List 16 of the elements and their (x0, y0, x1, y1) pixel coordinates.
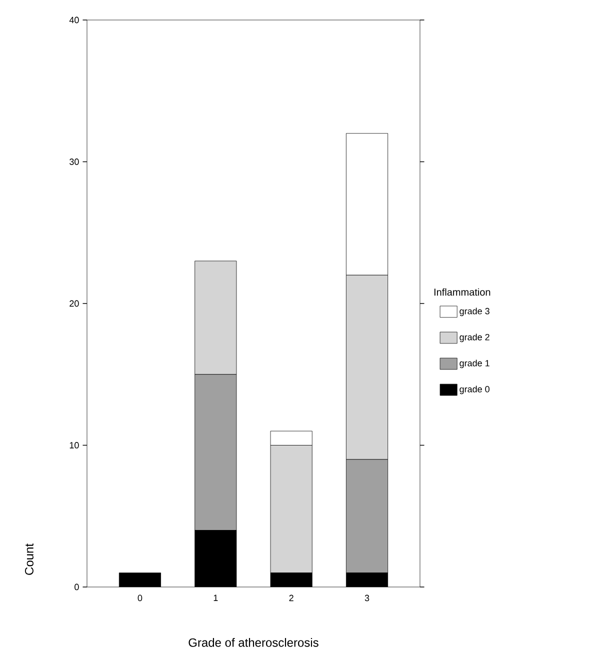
y-tick-label: 0 (74, 584, 79, 590)
legend-label: grade 2 (460, 334, 490, 342)
legend-label: grade 1 (460, 360, 490, 368)
x-tick-label: 0 (138, 594, 142, 602)
legend-label: grade 0 (460, 386, 490, 394)
legend-label: grade 3 (460, 308, 490, 316)
y-tick-label: 20 (70, 300, 79, 307)
y-tick-label: 30 (70, 158, 79, 165)
y-tick-label: 40 (69, 16, 79, 24)
x-axis-title: Grade of atherosclerosis (188, 638, 318, 647)
x-tick-label: 1 (214, 594, 218, 601)
y-tick-label: 10 (70, 442, 79, 448)
legend-title: Inflammation (434, 288, 490, 296)
x-tick-label: 3 (364, 594, 370, 602)
y-axis-title: Count (24, 544, 34, 575)
x-tick-label: 2 (289, 594, 294, 602)
